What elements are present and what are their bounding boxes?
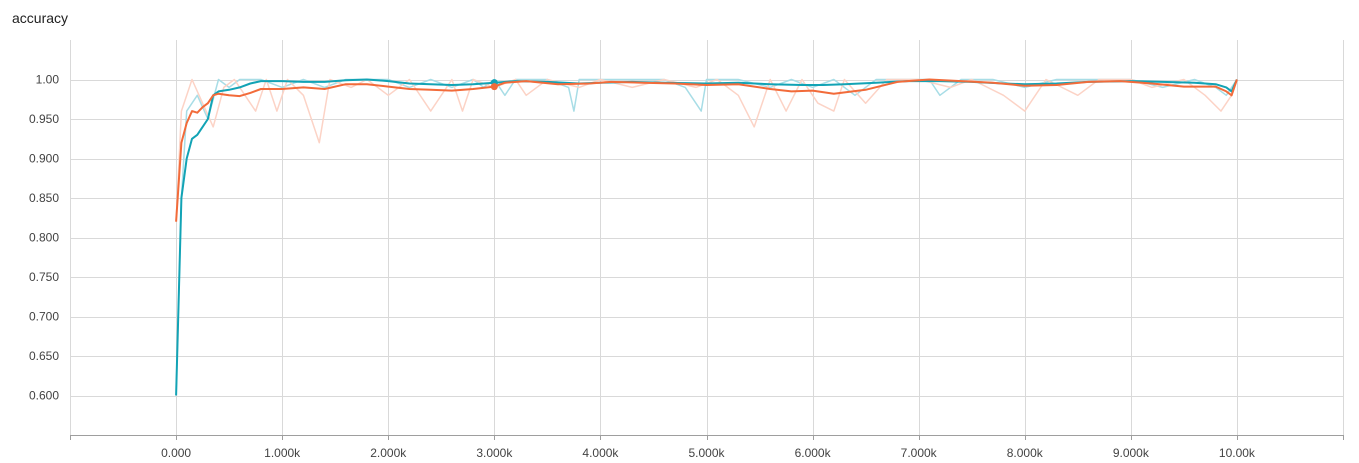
series-0-raw-line [175,78,1238,396]
y-axis-ticks: 0.600 0.650 0.700 0.750 0.800 0.850 0.900 0.950… [29,73,59,403]
hover-markers [490,79,498,91]
smoothed-series[interactable] [175,78,1238,396]
x-tick-label: 5.000k [688,446,725,460]
x-axis-ticks: 0.000 1.000k 2.000k 3.000k 4.000k 5.000k 6.000… [161,446,1256,460]
y-tick-label: 0.600 [29,389,59,403]
hover-marker-1 [490,83,498,91]
x-tick-label: 2.000k [370,446,407,460]
y-tick-label: 0.750 [29,270,59,284]
y-tick-label: 0.650 [29,349,59,363]
y-tick-label: 1.00 [36,73,60,87]
series-0-smoothed-line[interactable] [175,78,1238,396]
y-tick-label: 0.850 [29,191,59,205]
axes [70,435,1344,440]
y-tick-label: 0.950 [29,112,59,126]
x-tick-label: 7.000k [901,446,938,460]
chart-title: accuracy [12,10,69,26]
x-tick-label: 3.000k [476,446,513,460]
x-tick-label: 9.000k [1113,446,1150,460]
x-tick-label: 4.000k [582,446,619,460]
series-1-raw-line [175,78,1238,222]
y-tick-label: 0.900 [29,152,59,166]
x-tick-label: 0.000 [161,446,191,460]
x-tick-label: 1.000k [264,446,301,460]
y-tick-label: 0.700 [29,310,59,324]
x-tick-label: 8.000k [1007,446,1044,460]
y-tick-label: 0.800 [29,231,59,245]
x-tick-label: 6.000k [795,446,832,460]
raw-series [175,78,1238,396]
series-1-smoothed-line[interactable] [175,78,1238,222]
x-tick-label: 10.00k [1219,446,1256,460]
grid [70,40,1344,435]
